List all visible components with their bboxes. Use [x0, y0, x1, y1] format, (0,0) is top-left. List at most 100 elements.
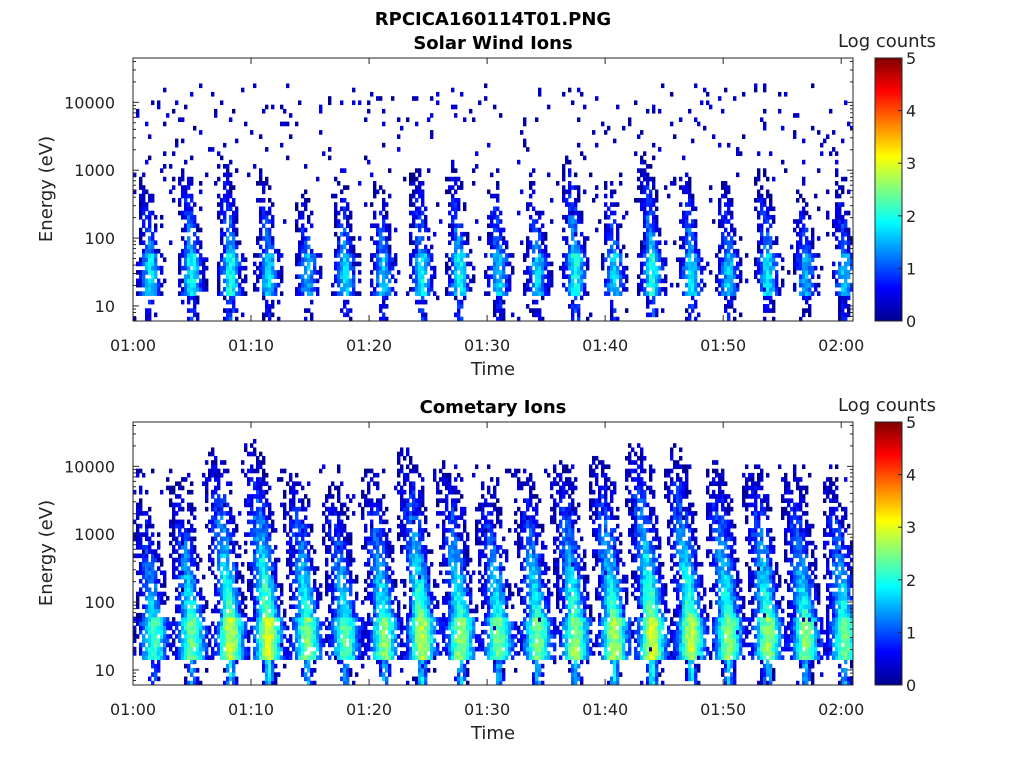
spectrogram-cell	[382, 189, 386, 195]
spectrogram-cell	[178, 257, 182, 263]
spectrogram-cell	[157, 248, 161, 254]
spectrogram-cell	[220, 219, 224, 224]
spectrogram-cell	[205, 600, 209, 605]
spectrogram-cell	[142, 651, 146, 656]
spectrogram-cell	[334, 214, 338, 220]
spectrogram-cell	[223, 578, 227, 584]
spectrogram-cell	[322, 151, 326, 156]
spectrogram-cell	[322, 536, 326, 542]
spectrogram-cell	[841, 189, 845, 195]
spectrogram-cell	[253, 655, 257, 660]
spectrogram-cell	[145, 316, 149, 322]
spectrogram-cell	[724, 202, 728, 207]
spectrogram-cell	[229, 185, 233, 190]
spectrogram-cell	[187, 253, 191, 258]
spectrogram-cell	[172, 519, 176, 525]
spectrogram-cell	[247, 477, 251, 482]
spectrogram-cell	[499, 291, 503, 296]
spectrogram-cell	[760, 202, 764, 207]
spectrogram-cell	[352, 244, 356, 250]
spectrogram-cell	[682, 210, 686, 216]
spectrogram-cell	[799, 261, 803, 267]
spectrogram-cell	[568, 214, 572, 220]
spectrogram-cell	[568, 304, 572, 309]
spectrogram-cell	[232, 253, 236, 258]
spectrogram-cell	[187, 206, 191, 212]
spectrogram-cell	[385, 274, 389, 279]
spectrogram-cell	[205, 634, 209, 639]
spectrogram-cell	[193, 312, 197, 318]
spectrogram-cell	[172, 536, 176, 542]
spectrogram-cell	[244, 646, 248, 652]
spectrogram-cell	[178, 528, 182, 533]
spectrogram-cell	[415, 248, 419, 254]
spectrogram-cell	[688, 244, 692, 250]
spectrogram-cell	[838, 240, 842, 246]
spectrogram-cell	[184, 634, 188, 639]
spectrogram-cell	[604, 291, 608, 296]
spectrogram-cell	[187, 299, 191, 305]
spectrogram-cell	[241, 600, 245, 605]
spectrogram-cell	[187, 489, 191, 495]
spectrogram-cell	[247, 494, 251, 499]
spectrogram-cell	[271, 608, 275, 614]
spectrogram-cell	[223, 621, 227, 627]
spectrogram-cell	[475, 219, 479, 224]
spectrogram-cell	[532, 261, 536, 267]
spectrogram-cell	[139, 489, 143, 495]
spectrogram-cell	[268, 676, 272, 682]
spectrogram-cell	[769, 193, 773, 199]
spectrogram-cell	[844, 270, 848, 275]
spectrogram-cell	[325, 494, 329, 499]
spectrogram-cell	[193, 261, 197, 267]
spectrogram-cell	[550, 274, 554, 279]
spectrogram-cell	[310, 668, 314, 673]
spectrogram-cell	[526, 240, 530, 246]
spectrogram-cell	[304, 553, 308, 559]
spectrogram-cell	[604, 223, 608, 229]
spectrogram-cell	[190, 219, 194, 224]
spectrogram-cell	[154, 265, 158, 271]
spectrogram-cell	[496, 295, 500, 301]
spectrogram-cell	[262, 680, 266, 686]
spectrogram-cell	[421, 193, 425, 199]
spectrogram-cell	[229, 117, 233, 123]
spectrogram-cell	[184, 253, 188, 258]
spectrogram-cell	[289, 489, 293, 495]
spectrogram-cell	[280, 278, 284, 284]
spectrogram-cell	[499, 253, 503, 258]
spectrogram-cell	[574, 185, 578, 190]
spectrogram-cell	[145, 545, 149, 550]
spectrogram-cell	[289, 617, 293, 622]
spectrogram-cell	[568, 87, 572, 93]
spectrogram-cell	[172, 561, 176, 567]
spectrogram-cell	[307, 625, 311, 631]
spectrogram-cell	[517, 159, 521, 165]
spectrogram-cell	[145, 312, 149, 318]
spectrogram-cell	[178, 570, 182, 576]
spectrogram-cell	[184, 477, 188, 482]
spectrogram-cell	[181, 545, 185, 550]
spectrogram-cell	[301, 248, 305, 254]
spectrogram-cell	[721, 185, 725, 190]
spectrogram-cell	[280, 142, 284, 148]
spectrogram-cell	[568, 244, 572, 250]
spectrogram-cell	[799, 214, 803, 220]
spectrogram-cell	[250, 511, 254, 516]
spectrogram-cell	[730, 223, 734, 229]
spectrogram-cell	[178, 557, 182, 563]
spectrogram-cell	[232, 261, 236, 267]
spectrogram-cell	[835, 278, 839, 284]
spectrogram-cell	[148, 651, 152, 656]
spectrogram-cell	[157, 617, 161, 622]
spectrogram-cell	[319, 583, 323, 588]
spectrogram-cell	[526, 244, 530, 250]
spectrogram-cell	[211, 561, 215, 567]
spectrogram-cell	[178, 591, 182, 597]
spectrogram-cell	[568, 193, 572, 199]
spectrogram-cell	[496, 265, 500, 271]
spectrogram-cell	[208, 528, 212, 533]
spectrogram-cell	[172, 185, 176, 190]
spectrogram-cell	[337, 282, 341, 288]
spectrogram-cell	[247, 617, 251, 622]
